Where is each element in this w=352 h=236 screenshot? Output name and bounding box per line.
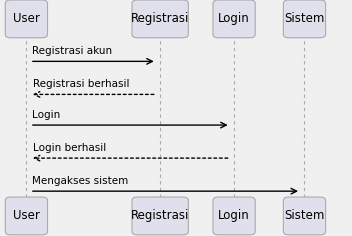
Text: Login: Login — [32, 110, 60, 120]
Text: Registrasi berhasil: Registrasi berhasil — [33, 79, 130, 89]
Text: Registrasi akun: Registrasi akun — [32, 46, 112, 56]
FancyBboxPatch shape — [283, 0, 326, 38]
Text: Mengakses sistem: Mengakses sistem — [32, 176, 128, 186]
Text: Registrasi: Registrasi — [131, 209, 189, 223]
Text: Sistem: Sistem — [284, 12, 325, 25]
Text: Login berhasil: Login berhasil — [33, 143, 107, 153]
Text: Login: Login — [218, 209, 250, 223]
FancyBboxPatch shape — [283, 197, 326, 235]
Text: User: User — [13, 12, 40, 25]
FancyBboxPatch shape — [213, 197, 255, 235]
FancyBboxPatch shape — [213, 0, 255, 38]
FancyBboxPatch shape — [5, 0, 48, 38]
FancyBboxPatch shape — [132, 0, 188, 38]
Text: Sistem: Sistem — [284, 209, 325, 223]
FancyBboxPatch shape — [132, 197, 188, 235]
Text: User: User — [13, 209, 40, 223]
Text: Registrasi: Registrasi — [131, 12, 189, 25]
Text: Login: Login — [218, 12, 250, 25]
FancyBboxPatch shape — [5, 197, 48, 235]
